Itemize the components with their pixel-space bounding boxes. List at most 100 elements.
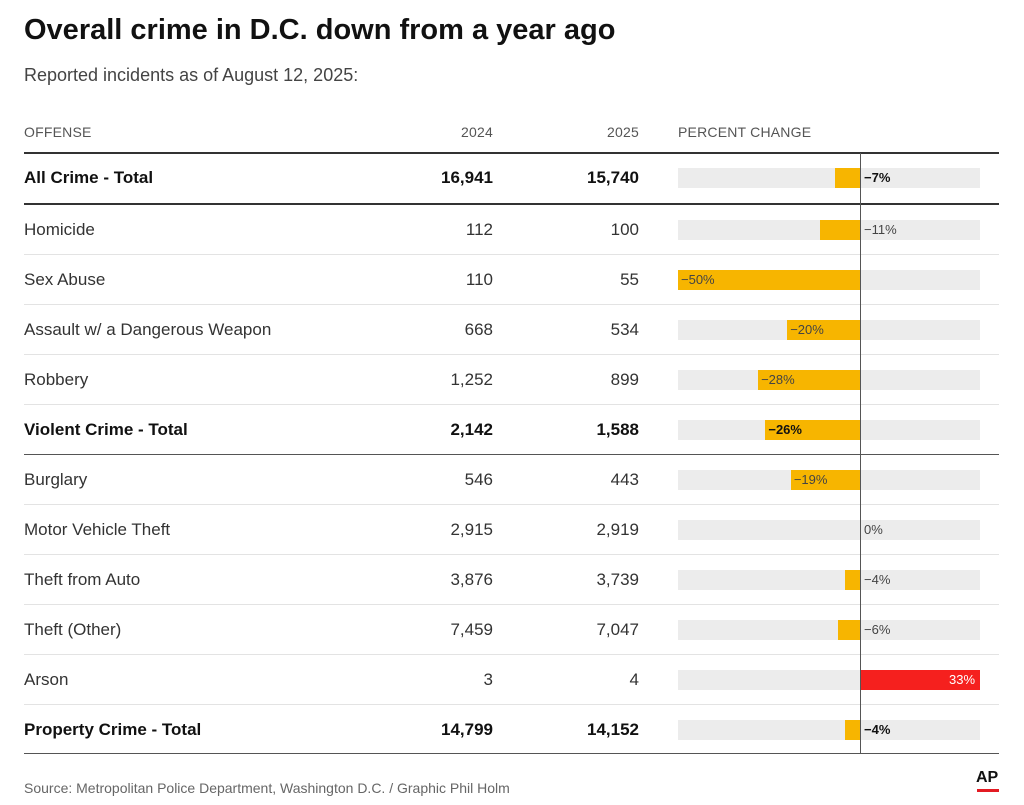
count-2024: 668 [464, 320, 493, 339]
count-2025: 1,588 [596, 420, 639, 439]
count-2024: 14,799 [441, 720, 493, 739]
count-2025: 4 [629, 670, 639, 689]
table-row: Homicide 112 100 −11% [0, 205, 1024, 255]
header-percent-change: PERCENT CHANGE [678, 124, 812, 140]
row-divider [24, 753, 999, 754]
table-row: Property Crime - Total 14,799 14,152 −4% [0, 705, 1024, 755]
row-divider [24, 454, 999, 455]
percent-change-bar [819, 220, 860, 240]
percent-change-bar [834, 168, 860, 188]
count-2025: 443 [610, 470, 639, 489]
count-2025: 15,740 [587, 168, 639, 187]
row-divider [24, 554, 999, 555]
percent-change-label: −20% [790, 322, 824, 337]
row-divider [24, 504, 999, 505]
count-2024: 1,252 [450, 370, 493, 389]
source-note: Source: Metropolitan Police Department, … [24, 780, 510, 796]
percent-bar-track [678, 570, 980, 590]
row-divider [24, 354, 999, 355]
count-2024: 2,142 [450, 420, 493, 439]
ap-logo-underline [977, 789, 999, 792]
offense-label: Robbery [24, 370, 89, 389]
percent-change-label: −28% [761, 372, 795, 387]
percent-change-bar [845, 570, 860, 590]
percent-change-bar [845, 720, 860, 740]
header-offense: OFFENSE [24, 124, 92, 140]
percent-bar-track [678, 620, 980, 640]
table-row: Burglary 546 443 −19% [0, 455, 1024, 505]
count-2025: 2,919 [596, 520, 639, 539]
percent-change-label: −11% [864, 222, 897, 237]
count-2024: 3 [483, 670, 493, 689]
percent-bar-track [678, 168, 980, 188]
offense-label: Property Crime - Total [24, 720, 202, 739]
table-row: All Crime - Total 16,941 15,740 −7% [0, 153, 1024, 203]
offense-label: Arson [24, 670, 69, 689]
offense-label: Burglary [24, 470, 88, 489]
count-2025: 3,739 [596, 570, 639, 589]
table-row: Robbery 1,252 899 −28% [0, 355, 1024, 405]
percent-change-bar [860, 670, 980, 690]
count-2024: 3,876 [450, 570, 493, 589]
percent-change-label: −6% [864, 622, 891, 637]
count-2024: 2,915 [450, 520, 493, 539]
percent-change-label: 0% [864, 522, 883, 537]
count-2024: 16,941 [441, 168, 493, 187]
percent-change-label: −4% [864, 722, 891, 737]
ap-logo-text: AP [976, 769, 999, 786]
header-2024: 2024 [461, 124, 493, 140]
percent-change-bar [838, 620, 860, 640]
table-row: Sex Abuse 110 55 −50% [0, 255, 1024, 305]
table-row: Theft (Other) 7,459 7,047 −6% [0, 605, 1024, 655]
count-2024: 112 [465, 220, 493, 239]
table-row: Assault w/ a Dangerous Weapon 668 534 −20% [0, 305, 1024, 355]
percent-change-label: −26% [768, 422, 802, 437]
count-2025: 534 [610, 320, 639, 339]
table-row: Arson 3 4 33% [0, 655, 1024, 705]
table-row: Violent Crime - Total 2,142 1,588 −26% [0, 405, 1024, 455]
row-divider [24, 203, 999, 205]
percent-change-bar [790, 470, 860, 490]
chart-title: Overall crime in D.C. down from a year a… [24, 14, 616, 46]
offense-label: Theft (Other) [24, 620, 122, 639]
percent-bar-track [678, 720, 980, 740]
ap-logo: AP [976, 769, 1002, 795]
row-divider [24, 604, 999, 605]
row-divider [24, 654, 999, 655]
zero-axis-line [860, 153, 861, 753]
percent-bar-track [678, 520, 980, 540]
offense-label: Theft from Auto [24, 570, 141, 589]
header-2025: 2025 [607, 124, 639, 140]
count-2025: 899 [610, 370, 639, 389]
percent-change-bar [758, 370, 860, 390]
row-divider [24, 304, 999, 305]
chart-subtitle: Reported incidents as of August 12, 2025… [24, 65, 359, 85]
count-2025: 55 [620, 270, 639, 289]
offense-label: Motor Vehicle Theft [24, 520, 171, 539]
table-row: Theft from Auto 3,876 3,739 −4% [0, 555, 1024, 605]
offense-label: Violent Crime - Total [24, 420, 188, 439]
percent-change-bar [787, 320, 860, 340]
offense-label: Homicide [24, 220, 95, 239]
count-2025: 7,047 [596, 620, 639, 639]
percent-change-label: −19% [793, 472, 828, 487]
count-2025: 100 [610, 220, 639, 239]
percent-change-label: −7% [864, 170, 891, 185]
row-divider [24, 152, 999, 154]
offense-label: Assault w/ a Dangerous Weapon [24, 320, 272, 339]
count-2025: 14,152 [587, 720, 639, 739]
count-2024: 110 [465, 270, 493, 289]
row-divider [24, 704, 999, 705]
offense-label: Sex Abuse [24, 270, 106, 289]
percent-change-label: −50% [681, 272, 715, 287]
row-divider [24, 404, 999, 405]
percent-change-bar [765, 420, 860, 440]
percent-change-label: 33% [949, 672, 976, 687]
offense-label: All Crime - Total [24, 168, 154, 187]
count-2024: 546 [464, 470, 493, 489]
percent-change-bar [678, 270, 860, 290]
count-2024: 7,459 [450, 620, 493, 639]
table-row: Motor Vehicle Theft 2,915 2,919 0% [0, 505, 1024, 555]
percent-change-label: −4% [864, 572, 891, 587]
row-divider [24, 254, 999, 255]
